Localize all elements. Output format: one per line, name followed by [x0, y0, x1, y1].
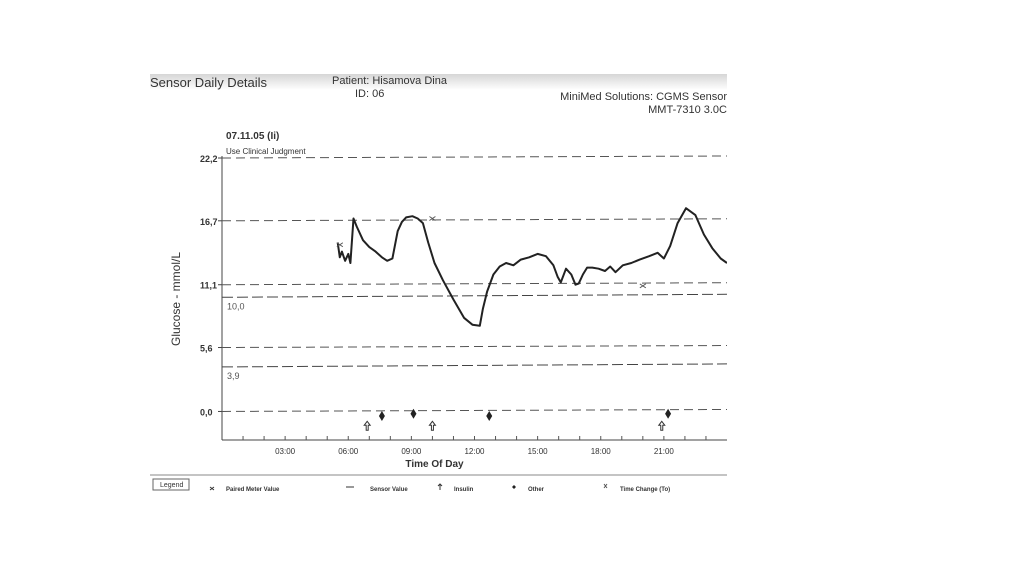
- legend-syringe-icon: [437, 483, 443, 490]
- sensor-value-line: [336, 207, 727, 327]
- y-tick-label: 22,2: [200, 154, 218, 164]
- other-event-marker: [486, 411, 493, 422]
- legend-x-marker-icon: [209, 486, 215, 491]
- glucose-chart: 22,2 16,7 11,1 5,6 0,0 10,0 3,9 03:00 06:00 09:00…: [150, 154, 727, 493]
- legend-box: [152, 478, 190, 491]
- insulin-marker: [363, 420, 372, 431]
- report-header-bar: [150, 74, 727, 90]
- patient-id: ID: 06: [355, 88, 385, 100]
- y-gridline: [221, 345, 727, 349]
- y-gridline: [221, 408, 727, 412]
- y-tick-label: 11,1: [200, 281, 217, 291]
- clinical-note: Use Clinical Judgment: [226, 147, 306, 156]
- insulin-marker: [428, 420, 437, 431]
- report-sheet: Sensor Daily Details Patient: Hisamova D…: [150, 74, 727, 496]
- insulin-marker: [657, 420, 666, 431]
- legend-item-label: Time Change (To): [620, 487, 670, 493]
- other-event-marker: [410, 408, 417, 419]
- patient-name: Patient: Hisamova Dina: [332, 75, 447, 87]
- legend-item-label: Other: [528, 487, 545, 493]
- y-gridline: [221, 155, 727, 159]
- legend-item-label: Paired Meter Value: [226, 487, 280, 493]
- paired-meter-marker: [429, 216, 436, 221]
- reference-line: [221, 363, 727, 368]
- chart-date: 07.11.05 (Ii): [226, 131, 280, 142]
- paired-meter-marker: [639, 283, 647, 289]
- x-tick-label: 21:00: [654, 447, 675, 456]
- legend-diamond-icon: [512, 485, 516, 489]
- x-tick-label: 15:00: [528, 447, 549, 456]
- other-event-marker: [378, 411, 385, 422]
- x-tick-label: 06:00: [338, 447, 359, 456]
- reference-line-label: 10,0: [227, 301, 245, 311]
- reference-line: [221, 293, 727, 298]
- device-name: MiniMed Solutions: CGMS Sensor: [560, 91, 727, 103]
- device-model: MMT-7310 3.0C: [648, 104, 727, 116]
- legend-clock-change-icon: [603, 483, 608, 489]
- legend-title: Legend: [160, 482, 183, 489]
- x-tick-label: 12:00: [464, 447, 485, 456]
- y-gridline: [221, 282, 727, 286]
- y-axis-title: Glucose - mmol/L: [169, 252, 183, 346]
- x-tick-label: 18:00: [591, 447, 612, 456]
- y-tick-label: 16,7: [200, 217, 218, 227]
- y-tick-label: 5,6: [200, 344, 213, 354]
- paired-meter-marker: [336, 242, 344, 248]
- reference-line-label: 3,9: [227, 371, 240, 381]
- x-axis-title: Time Of Day: [405, 459, 464, 470]
- legend-item-label: Insulin: [454, 487, 474, 493]
- y-tick-label: 0,0: [200, 407, 213, 417]
- x-tick-label: 03:00: [275, 447, 296, 456]
- legend-item-label: Sensor Value: [370, 487, 408, 493]
- y-gridline: [221, 218, 727, 222]
- x-tick-label: 09:00: [401, 447, 422, 456]
- report-title: Sensor Daily Details: [150, 75, 268, 90]
- other-event-marker: [665, 408, 672, 419]
